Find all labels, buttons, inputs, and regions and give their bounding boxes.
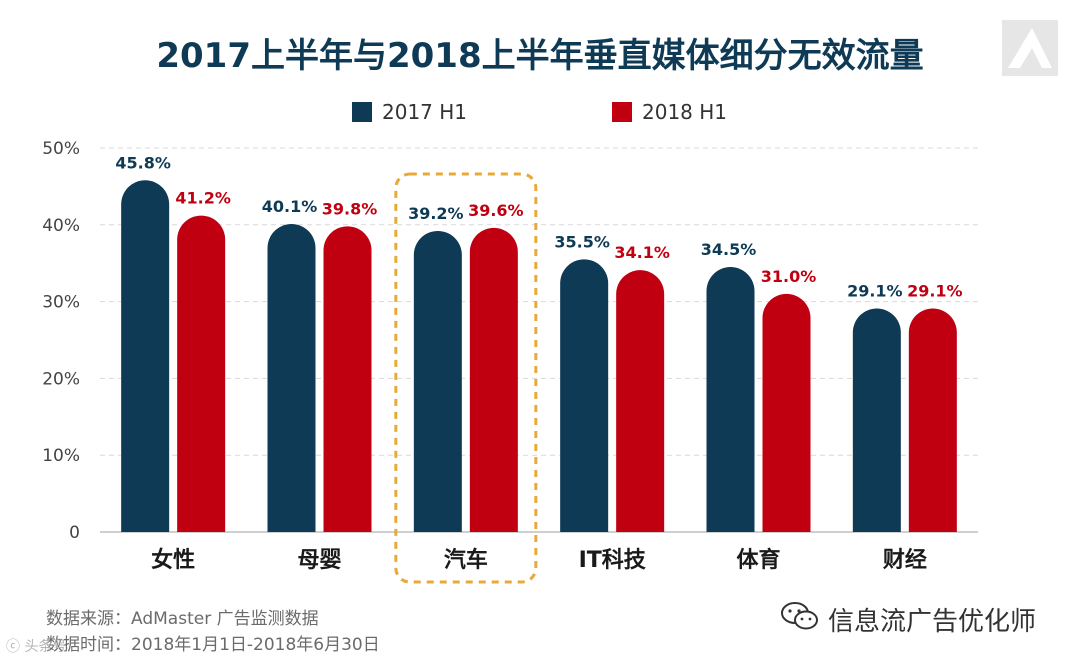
chart-title: 2017上半年与2018上半年垂直媒体细分无效流量 [156, 36, 924, 76]
data-label: 39.6% [468, 201, 524, 220]
data-label: 34.1% [614, 243, 670, 262]
date-range-line: 数据时间：2018年1月1日-2018年6月30日 [46, 635, 380, 655]
bar [852, 308, 901, 532]
data-label: 39.8% [322, 199, 378, 218]
x-tick-label: 女性 [151, 547, 195, 573]
legend-label-2018: 2018 H1 [642, 100, 728, 124]
legend-swatch-2017 [352, 102, 372, 122]
bar [177, 215, 226, 532]
legend-item-2017: 2017 H1 [352, 100, 467, 124]
wechat-icon [780, 600, 820, 639]
watermark-text: 信息流广告优化师 [828, 607, 1037, 637]
data-label: 45.8% [115, 153, 171, 172]
bar [413, 230, 462, 532]
y-tick-label: 20% [42, 369, 80, 389]
data-label: 41.2% [175, 189, 231, 208]
bar [121, 180, 170, 532]
x-tick-label: 汽车 [444, 547, 488, 573]
data-label: 29.1% [847, 282, 903, 301]
bar [762, 293, 811, 532]
y-tick-label: 30% [42, 293, 80, 313]
legend-label-2017: 2017 H1 [382, 100, 468, 124]
corner-watermark: ⓒ 头条号 [6, 639, 67, 655]
data-label: 40.1% [262, 197, 318, 216]
data-label: 31.0% [761, 267, 817, 286]
data-label: 34.5% [701, 240, 757, 259]
bar [560, 259, 609, 532]
y-tick-label: 0 [69, 523, 80, 543]
bar [267, 224, 316, 532]
bar [908, 308, 957, 532]
legend-swatch-2018 [612, 102, 632, 122]
bar [706, 267, 755, 532]
data-label: 35.5% [554, 232, 610, 251]
source-line: 数据来源：AdMaster 广告监测数据 [46, 609, 319, 629]
bar [469, 227, 518, 532]
x-tick-label: 财经 [883, 547, 927, 573]
legend-item-2018: 2018 H1 [612, 100, 727, 124]
data-label: 39.2% [408, 204, 464, 223]
y-tick-label: 10% [42, 446, 80, 466]
wechat-watermark: 信息流广告优化师 [780, 600, 1036, 639]
data-label: 29.1% [907, 282, 963, 301]
highlight-box [394, 172, 538, 584]
bar [323, 226, 372, 532]
y-tick-label: 50% [42, 139, 80, 159]
x-tick-label: 母婴 [297, 548, 341, 573]
y-tick-label: 40% [42, 216, 80, 236]
legend: 2017 H1 2018 H1 [0, 100, 1080, 126]
brand-logo [1002, 20, 1058, 80]
x-tick-label: 体育 [736, 547, 780, 573]
x-tick-label: IT科技 [579, 548, 647, 573]
bar [616, 270, 665, 532]
